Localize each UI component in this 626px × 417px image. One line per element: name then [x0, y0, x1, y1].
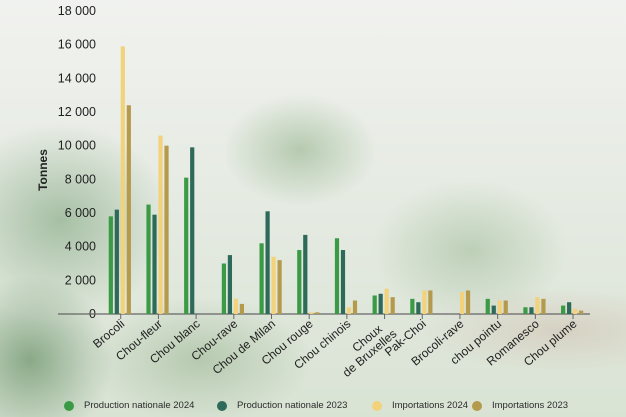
- bar-1-1: [152, 214, 157, 314]
- bar-3-12: [579, 310, 584, 314]
- bar-1-2: [190, 147, 195, 314]
- bar-1-10: [491, 305, 496, 314]
- bar-3-3: [239, 303, 245, 314]
- bar-0-11: [523, 307, 528, 314]
- bar-3-8: [428, 290, 433, 314]
- bar-1-12: [567, 302, 572, 314]
- bar-0-2: [184, 177, 189, 314]
- bar-1-3: [227, 255, 233, 314]
- bar-0-8: [410, 298, 415, 314]
- bar-2-12: [573, 308, 578, 314]
- bar-0-5: [297, 250, 302, 314]
- legend-swatch-imports-2023: [472, 400, 482, 411]
- legend-item-imports-2023: Importations 2023: [472, 400, 568, 411]
- bar-3-7: [390, 297, 395, 314]
- bar-2-8: [422, 290, 427, 314]
- bar-3-1: [164, 145, 169, 314]
- y-tick-label: 16 000: [58, 38, 96, 52]
- bar-3-11: [541, 298, 546, 314]
- y-tick-label: 14 000: [58, 71, 96, 85]
- y-tick-label: 4 000: [65, 240, 96, 254]
- bar-2-4: [271, 256, 276, 314]
- bar-0-7: [372, 295, 377, 314]
- bar-0-6: [334, 238, 340, 314]
- bar-1-8: [416, 302, 421, 314]
- bar-2-3: [233, 298, 239, 314]
- bar-0-0: [108, 216, 113, 314]
- bar-2-1: [158, 135, 163, 314]
- y-tick-label: 2 000: [65, 273, 96, 287]
- bar-3-0: [126, 105, 131, 315]
- legend-item-imports-2024: Importations 2024: [372, 400, 468, 411]
- bar-1-6: [340, 250, 346, 314]
- bar-3-6: [352, 300, 358, 314]
- legend-swatch-production-2023: [217, 400, 227, 411]
- bar-0-3: [221, 263, 227, 314]
- bar-3-9: [465, 290, 471, 314]
- bar-3-4: [277, 260, 282, 314]
- bar-0-1: [146, 204, 151, 314]
- bar-2-10: [497, 300, 502, 314]
- y-tick-label: 8 000: [65, 172, 96, 186]
- bar-1-5: [303, 234, 308, 314]
- legend-label: Production nationale 2023: [237, 400, 348, 411]
- y-tick-label: 12 000: [58, 105, 96, 119]
- bar-2-11: [535, 297, 540, 314]
- chart-legend: Production nationale 2024 Production nat…: [0, 400, 626, 416]
- bar-1-0: [114, 209, 119, 314]
- legend-item-production-2023: Production nationale 2023: [217, 400, 347, 411]
- legend-item-production-2024: Production nationale 2024: [64, 400, 194, 411]
- bar-1-4: [265, 211, 270, 314]
- legend-label: Importations 2024: [392, 400, 469, 411]
- bar-0-10: [485, 298, 490, 314]
- y-axis-title: Tonnes: [36, 149, 50, 191]
- legend-swatch-imports-2024: [372, 400, 382, 411]
- bar-2-0: [120, 46, 125, 314]
- y-tick-label: 6 000: [65, 206, 96, 220]
- bar-2-7: [384, 288, 389, 314]
- legend-label: Importations 2023: [492, 400, 569, 411]
- bar-3-10: [503, 300, 508, 314]
- y-tick-label: 10 000: [58, 139, 96, 153]
- bar-3-5: [315, 312, 320, 314]
- bar-0-12: [561, 305, 566, 314]
- bar-1-7: [378, 293, 383, 314]
- legend-swatch-production-2024: [64, 400, 74, 411]
- bar-1-11: [529, 307, 534, 314]
- bar-0-4: [259, 243, 264, 314]
- bar-2-9: [459, 292, 465, 314]
- bar-2-6: [346, 307, 352, 314]
- legend-label: Production nationale 2024: [84, 400, 195, 411]
- bar-2-5: [309, 312, 314, 314]
- y-tick-label: 18 000: [58, 4, 96, 18]
